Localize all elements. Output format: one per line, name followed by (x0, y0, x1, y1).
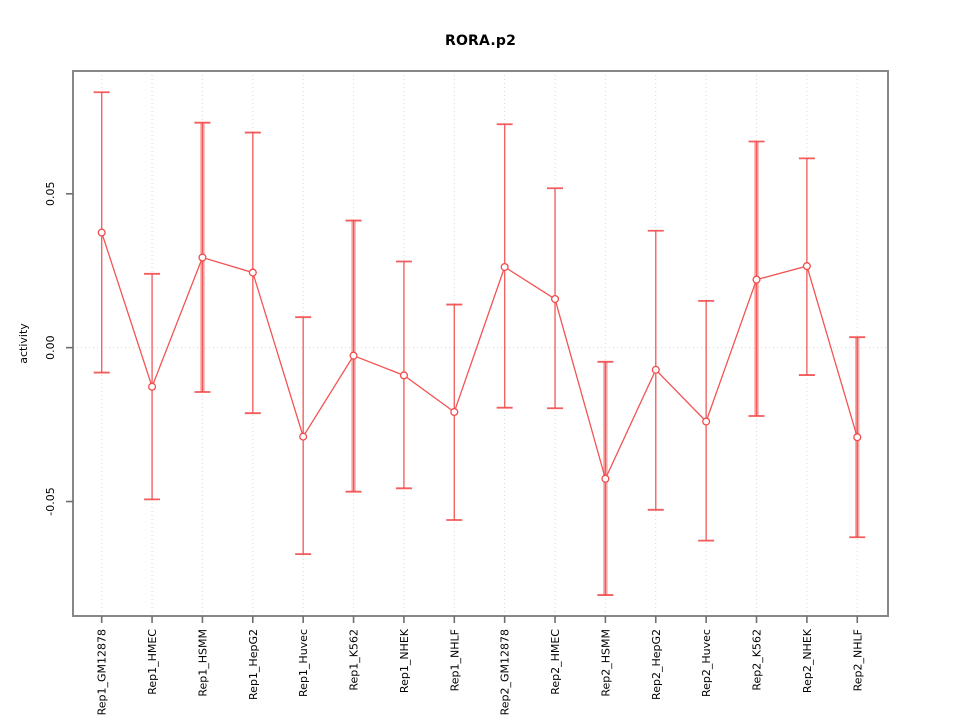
x-tick-label: Rep1_HMEC (146, 629, 159, 695)
x-tick-label: Rep2_K562 (751, 629, 764, 691)
y-tick-label: 0.05 (44, 182, 57, 207)
x-tick-label: Rep2_HMEC (549, 629, 562, 695)
x-tick-label: Rep2_NHLF (851, 629, 864, 691)
data-point (349, 351, 358, 360)
y-tick-label: -0.05 (44, 487, 57, 515)
x-tick-label: Rep1_K562 (348, 629, 361, 691)
data-point (248, 268, 257, 277)
x-tick-label: Rep2_Huvec (700, 629, 713, 697)
x-tick-label: Rep1_HSMM (196, 629, 209, 697)
data-point (148, 382, 157, 391)
x-tick-label: Rep2_NHEK (801, 628, 814, 693)
data-point (198, 253, 207, 262)
data-point (450, 407, 459, 417)
data-point (752, 275, 761, 284)
x-tick-label: Rep2_HSMM (599, 629, 612, 697)
data-point (853, 433, 862, 442)
data-point (299, 432, 308, 441)
x-tick-label: Rep1_Huvec (297, 629, 310, 697)
data-point (651, 365, 660, 374)
series-line (101, 232, 858, 481)
data-point (702, 417, 711, 426)
x-tick-label: Rep2_HepG2 (650, 629, 663, 700)
x-tick-label: Rep1_GM12878 (96, 629, 109, 715)
data-point (500, 262, 509, 272)
y-tick-label: 0.00 (44, 335, 57, 360)
data-point (550, 294, 560, 304)
x-tick-label: Rep2_GM12878 (499, 629, 512, 715)
data-point (399, 371, 408, 380)
data-point (802, 262, 811, 271)
x-tick-label: Rep1_NHLF (448, 629, 461, 691)
x-tick-label: Rep1_NHEK (398, 628, 411, 693)
x-tick-label: Rep1_HepG2 (247, 629, 260, 700)
data-point (601, 474, 610, 483)
y-axis-label: activity (17, 323, 30, 364)
plot-frame (72, 70, 889, 617)
data-point (97, 228, 106, 237)
plot-title: RORA.p2 (444, 33, 517, 49)
